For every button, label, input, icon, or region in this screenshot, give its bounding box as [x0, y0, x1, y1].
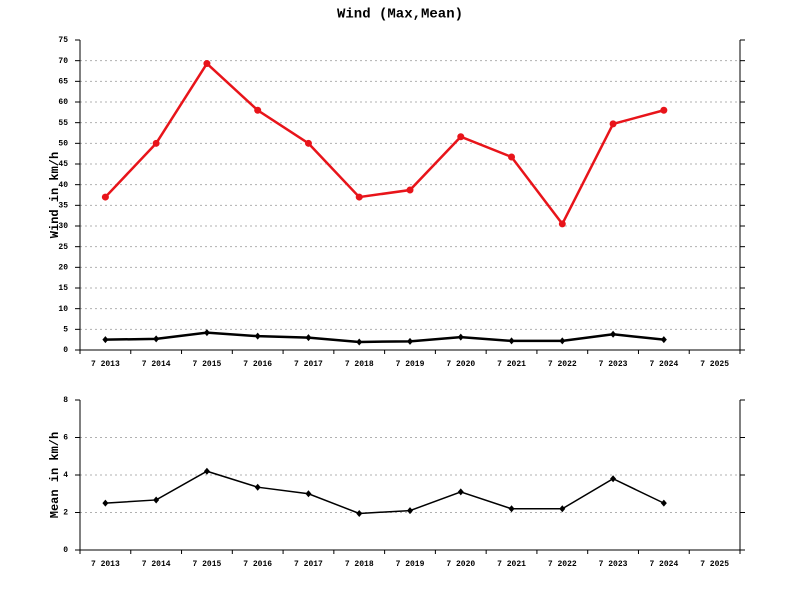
point [254, 483, 261, 491]
x-tick-label: 7 2014 [142, 360, 171, 369]
x-tick-label: 7 2025 [700, 360, 729, 369]
x-tick-label: 7 2017 [294, 560, 323, 569]
point [508, 505, 515, 513]
y-tick-label: 60 [58, 98, 68, 107]
point [203, 329, 210, 337]
point [660, 336, 667, 344]
point [610, 330, 617, 338]
point [356, 338, 363, 346]
point [102, 499, 109, 507]
x-tick-label: 7 2017 [294, 360, 323, 369]
y-tick-label: 40 [58, 181, 68, 190]
y-tick-label: 75 [58, 36, 68, 45]
x-tick-label: 7 2021 [497, 560, 526, 569]
x-tick-label: 7 2022 [548, 360, 577, 369]
x-tick-label: 7 2025 [700, 560, 729, 569]
y-tick-label: 35 [58, 201, 68, 210]
point [508, 153, 516, 161]
x-tick-label: 7 2018 [345, 360, 374, 369]
y-tick-label: 45 [58, 160, 68, 169]
y-tick-label: 0 [63, 546, 68, 555]
point [304, 139, 312, 147]
x-tick-label: 7 2016 [243, 560, 272, 569]
x-tick-label: 7 2022 [548, 560, 577, 569]
chart-title: Wind (Max,Mean) [337, 7, 463, 23]
point [356, 509, 363, 517]
line [105, 331, 664, 344]
point [102, 336, 109, 344]
x-tick-label: 7 2013 [91, 560, 120, 569]
x-tick-label: 7 2018 [345, 560, 374, 569]
x-tick-label: 7 2024 [649, 560, 678, 569]
y-tick-label: 25 [58, 243, 68, 252]
x-tick-label: 7 2023 [599, 560, 628, 569]
point [457, 133, 465, 141]
y-tick-label: 65 [58, 77, 68, 86]
y-tick-label: 5 [63, 325, 68, 334]
line [104, 61, 665, 227]
point [407, 337, 413, 345]
point [152, 139, 160, 147]
x-tick-label: 7 2014 [142, 560, 171, 569]
point [203, 60, 211, 68]
y-tick-label: 2 [63, 509, 68, 518]
line [105, 470, 665, 515]
point [559, 505, 566, 513]
point [254, 106, 262, 114]
y-axis-label: Mean in km/h [48, 432, 62, 518]
point [660, 499, 667, 507]
point [153, 335, 160, 343]
x-tick-label: 7 2015 [193, 360, 222, 369]
point [305, 490, 312, 498]
y-tick-label: 0 [63, 346, 68, 355]
point [660, 106, 668, 114]
x-tick-label: 7 2020 [446, 360, 475, 369]
point [457, 333, 464, 341]
x-tick-label: 7 2021 [497, 360, 526, 369]
point [305, 334, 312, 342]
point [609, 120, 617, 128]
point [610, 475, 617, 483]
point [355, 193, 363, 201]
x-tick-label: 7 2016 [243, 360, 272, 369]
point [508, 337, 515, 345]
x-tick-label: 7 2015 [193, 560, 222, 569]
y-axis-label: Wind in km/h [48, 152, 62, 238]
y-tick-label: 8 [63, 396, 68, 405]
y-tick-label: 10 [58, 305, 68, 314]
x-tick-label: 7 2013 [91, 360, 120, 369]
x-tick-label: 7 2019 [396, 360, 425, 369]
point [558, 220, 566, 228]
x-tick-label: 7 2020 [446, 560, 475, 569]
point [457, 488, 464, 496]
x-tick-label: 7 2023 [599, 360, 628, 369]
y-tick-label: 30 [58, 222, 68, 231]
y-tick-label: 55 [58, 119, 68, 128]
point [407, 507, 413, 515]
y-tick-label: 4 [63, 471, 68, 480]
y-tick-label: 6 [63, 434, 68, 443]
point [406, 186, 414, 194]
point [559, 337, 566, 345]
point [153, 496, 160, 504]
point [101, 193, 109, 201]
y-tick-label: 70 [58, 57, 68, 66]
point [203, 467, 210, 475]
y-tick-label: 50 [58, 139, 68, 148]
point [254, 332, 261, 340]
y-tick-label: 20 [58, 263, 68, 272]
x-tick-label: 7 2024 [649, 360, 678, 369]
x-tick-label: 7 2019 [396, 560, 425, 569]
y-tick-label: 15 [58, 284, 68, 293]
